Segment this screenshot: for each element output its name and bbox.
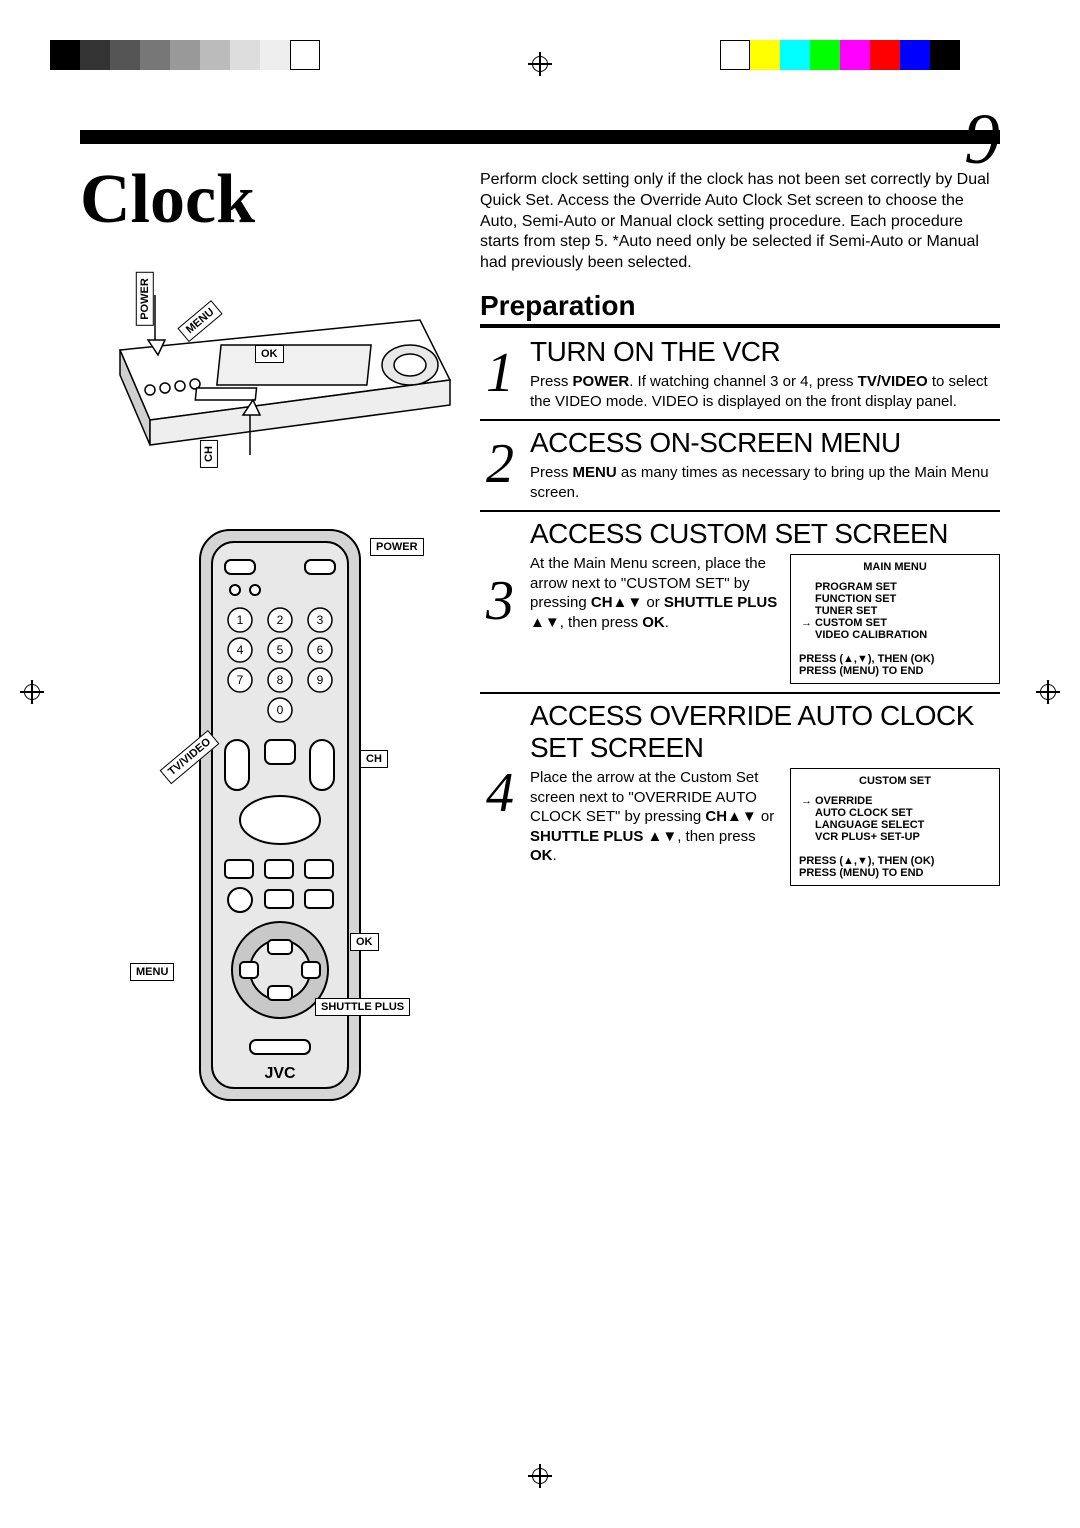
remote-label-shuttle: SHUTTLE PLUS	[315, 998, 410, 1016]
svg-text:0: 0	[277, 703, 284, 717]
crosshair-left	[20, 680, 44, 704]
step-number: 1	[480, 348, 520, 398]
remote-brand: JVC	[264, 1065, 296, 1082]
vcr-label-ok: OK	[255, 345, 284, 363]
osd-screen: CUSTOM SETOVERRIDEAUTO CLOCK SETLANGUAGE…	[790, 768, 1000, 886]
step-body-text: Press MENU as many times as necessary to…	[530, 463, 1000, 502]
step-number: 2	[480, 439, 520, 489]
remote-label-power: POWER	[370, 538, 424, 556]
svg-text:7: 7	[237, 673, 244, 687]
svg-text:1: 1	[237, 613, 244, 627]
svg-text:4: 4	[237, 643, 244, 657]
step-4: 4ACCESS OVERRIDE AUTO CLOCK SET SCREENPl…	[480, 700, 1000, 894]
remote-label-ok: OK	[350, 933, 379, 951]
step-body-text: At the Main Menu screen, place the arrow…	[530, 554, 778, 684]
vcr-label-ch: CH	[200, 440, 218, 468]
svg-text:8: 8	[277, 673, 284, 687]
remote-label-ch: CH	[360, 750, 388, 768]
svg-text:2: 2	[277, 613, 284, 627]
step-number: 3	[480, 576, 520, 626]
remote-illustration: 123 456 789 0 123 456 789 0 JVC POWER TV…	[140, 520, 440, 1120]
svg-text:9: 9	[317, 673, 324, 687]
osd-screen: MAIN MENUPROGRAM SETFUNCTION SETTUNER SE…	[790, 554, 1000, 684]
preparation-heading: Preparation	[480, 290, 1000, 328]
step-title: ACCESS OVERRIDE AUTO CLOCK SET SCREEN	[530, 700, 1000, 764]
step-title: ACCESS CUSTOM SET SCREEN	[530, 518, 1000, 550]
vcr-label-power: POWER	[136, 272, 154, 326]
step-1: 1 TURN ON THE VCR Press POWER. If watching…	[480, 336, 1000, 421]
vcr-illustration: POWER MENU OK CH	[100, 260, 460, 460]
step-2: 2 ACCESS ON-SCREEN MENU Press MENU as many…	[480, 427, 1000, 512]
step-3: 3 ACCESS CUSTOM SET SCREEN At the Main Men…	[480, 518, 1000, 694]
intro-text: Perform clock setting only if the clock …	[480, 170, 1000, 274]
step-body-text: Place the arrow at the Custom Set screen…	[530, 768, 778, 886]
svg-text:6: 6	[317, 643, 324, 657]
page-title: Clock	[80, 160, 255, 240]
step-number: 4	[480, 768, 520, 818]
remote-label-menu: MENU	[130, 963, 174, 981]
step-body-text: Press POWER. If watching channel 3 or 4,…	[530, 372, 1000, 411]
print-registration	[0, 40, 1080, 80]
crosshair-top	[528, 52, 552, 76]
crosshair-bottom	[528, 1464, 552, 1488]
svg-text:5: 5	[277, 643, 284, 657]
header-rule	[80, 130, 1000, 144]
svg-text:3: 3	[317, 613, 324, 627]
steps-column: Preparation 1 TURN ON THE VCR Press POWER.…	[480, 290, 1000, 900]
step-title: TURN ON THE VCR	[530, 336, 1000, 368]
step-title: ACCESS ON-SCREEN MENU	[530, 427, 1000, 459]
crosshair-right	[1036, 680, 1060, 704]
